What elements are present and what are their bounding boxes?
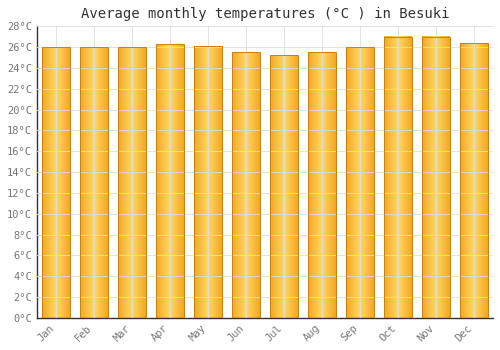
Bar [460,43,487,318]
Bar [80,47,108,318]
Bar [232,52,260,318]
Bar [346,47,374,318]
Bar [118,47,146,318]
Bar [422,37,450,318]
Bar [270,55,297,318]
Bar [384,37,411,318]
Bar [194,46,222,318]
Bar [308,52,336,318]
Bar [156,44,184,318]
Bar [42,47,70,318]
Title: Average monthly temperatures (°C ) in Besuki: Average monthly temperatures (°C ) in Be… [80,7,449,21]
